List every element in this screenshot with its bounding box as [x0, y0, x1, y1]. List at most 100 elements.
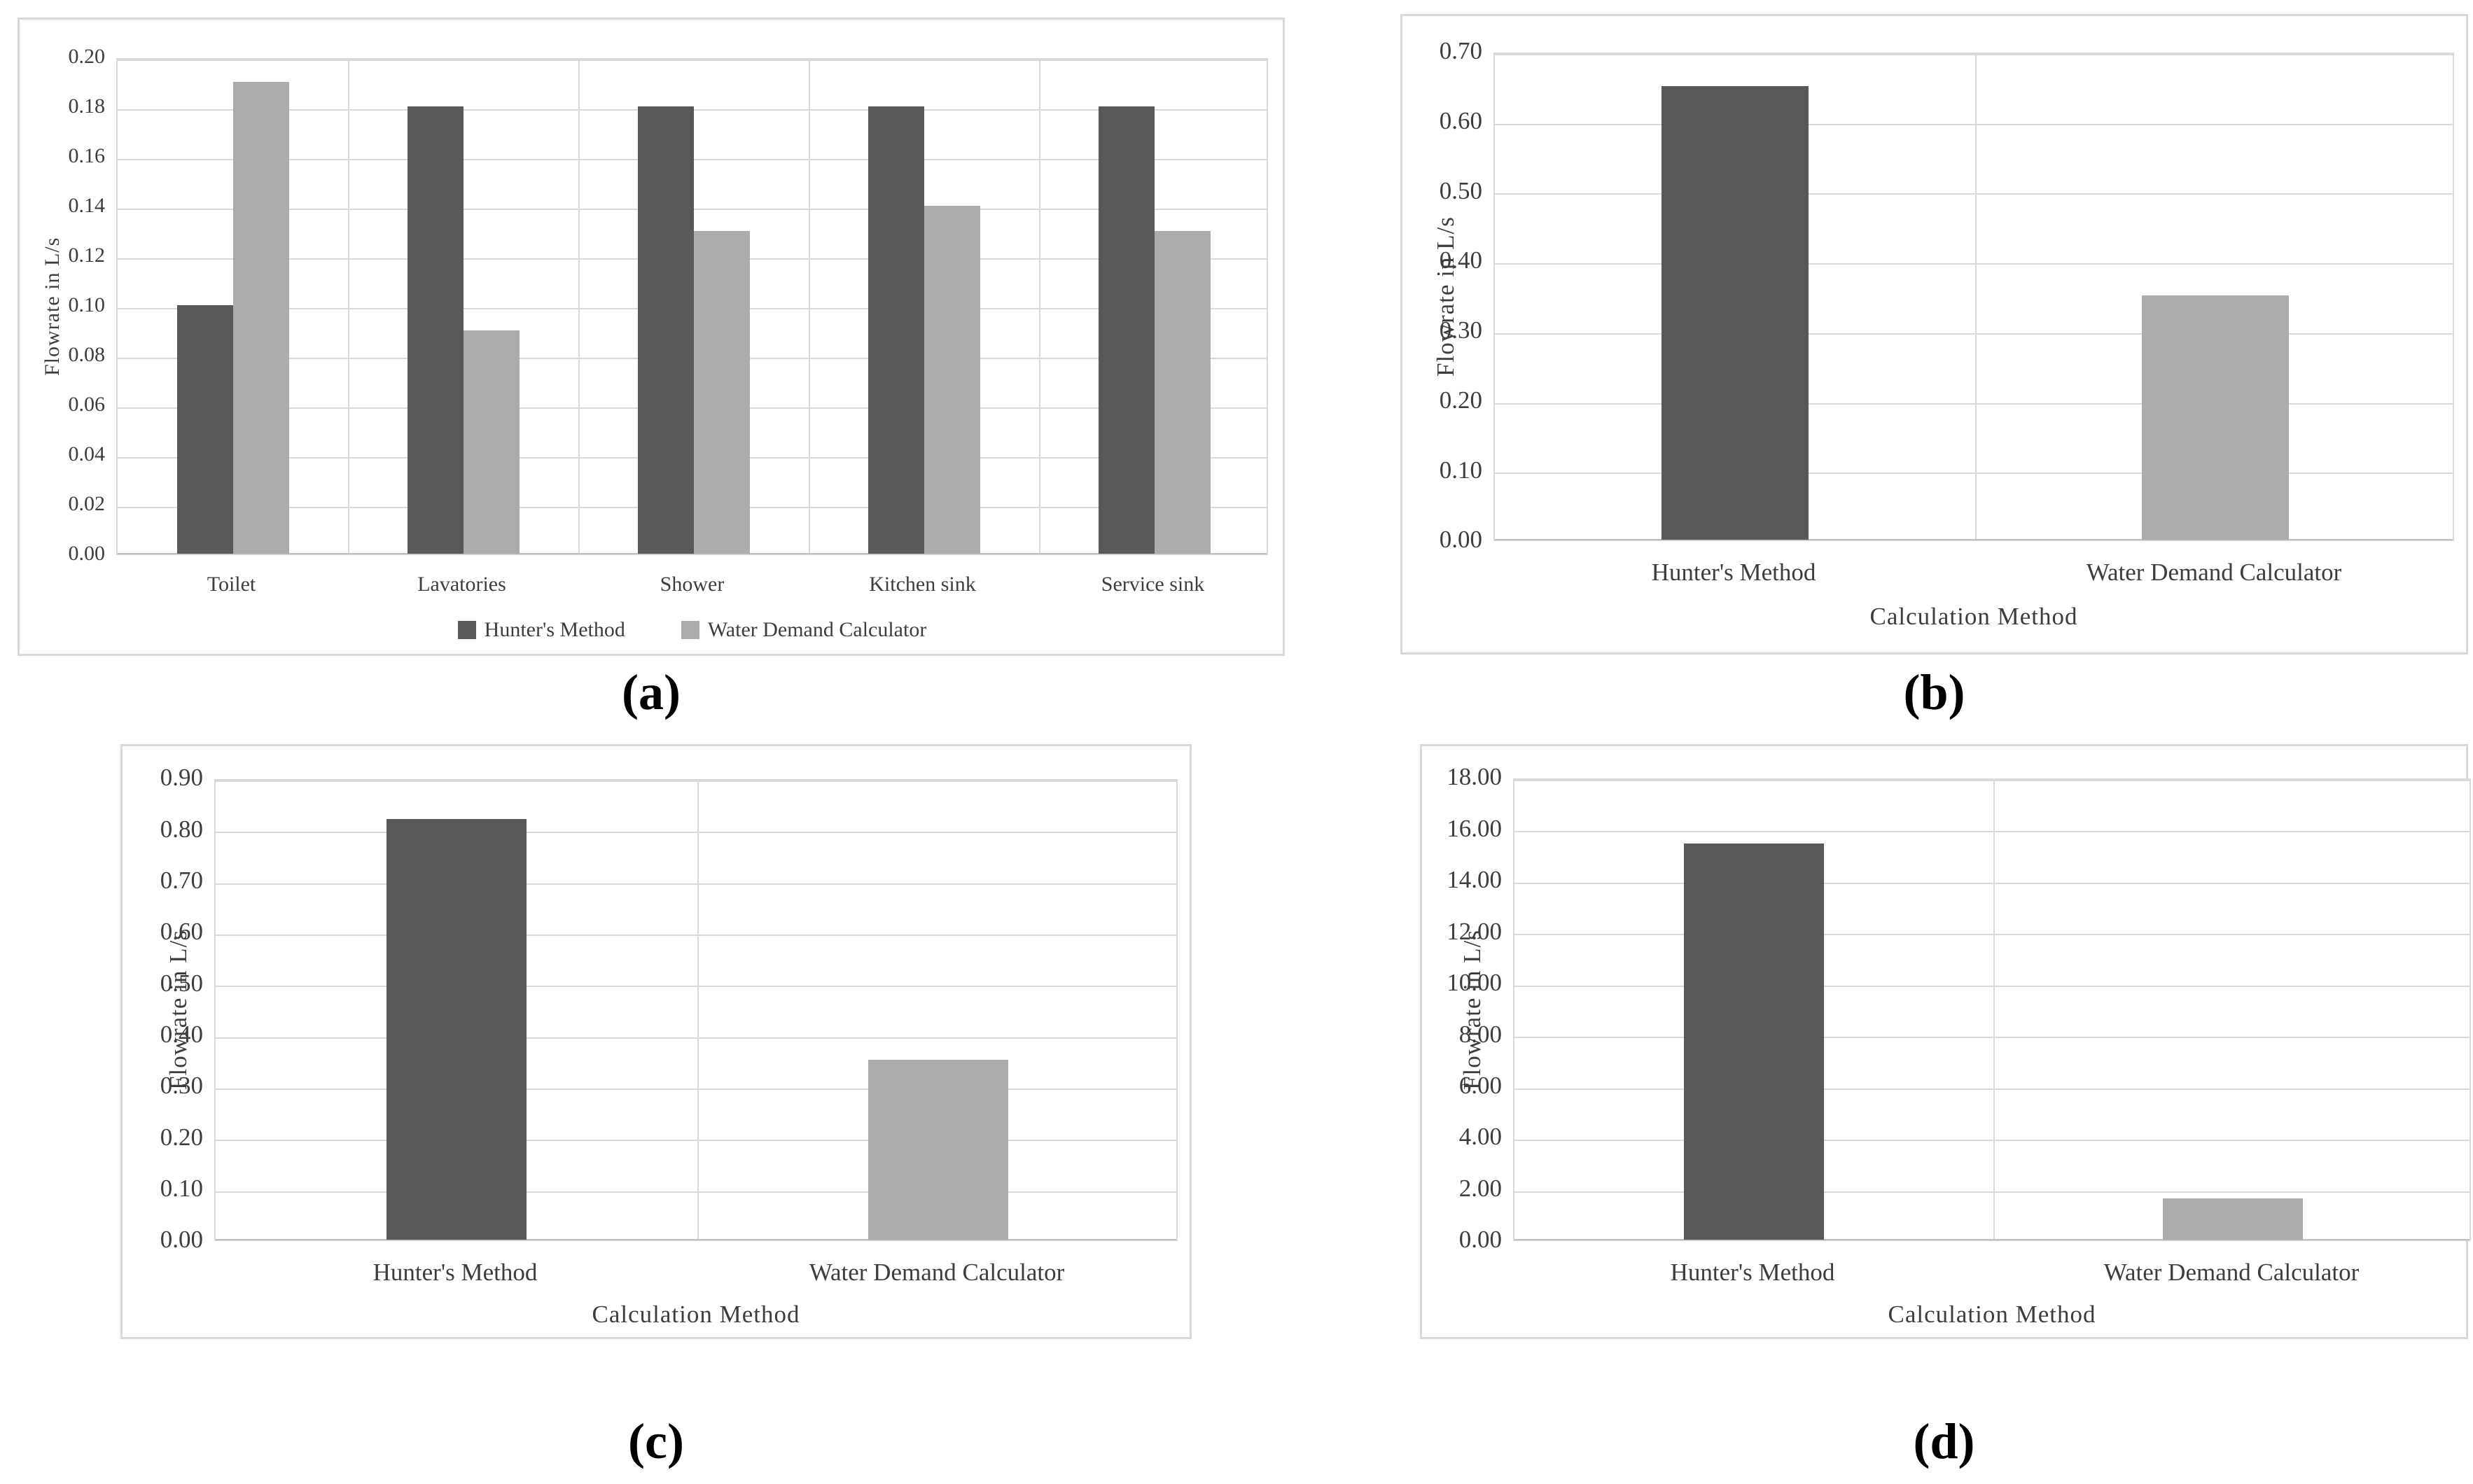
y-tick-label: 0.70: [160, 866, 203, 894]
y-tick-label: 0.00: [1439, 526, 1482, 554]
x-category-label-water-demand-calculator: Water Demand Calculator: [2103, 1259, 2360, 1286]
y-tick-label: 0.00: [160, 1226, 203, 1254]
x-category-label-service-sink: Service sink: [1101, 573, 1205, 596]
gridline: [1514, 985, 2469, 987]
gridline: [216, 1191, 1176, 1193]
gridline: [1514, 1191, 2469, 1193]
gridline: [216, 1037, 1176, 1039]
x-category-label-water-demand-calculator: Water Demand Calculator: [2086, 559, 2342, 586]
y-tick-label: 0.02: [68, 492, 106, 516]
gridline: [1495, 193, 2453, 195]
panel-b: 0.00 0.10 0.20 0.30 0.40 0.50 0.60 0.70 Hunter's…: [1400, 14, 2468, 654]
x-axis-line: [1495, 539, 2453, 540]
y-tick-label: 0.04: [68, 442, 106, 466]
gridline: [1514, 1140, 2469, 1142]
gridline: [118, 59, 1267, 61]
y-axis-label: Flowrate in L/s: [165, 930, 192, 1091]
y-tick-label: 12.00: [1447, 917, 1502, 945]
bar-water-demand-calculator-kitchen-sink: [924, 206, 980, 554]
y-axis-label: Flowrate in L/s: [1458, 930, 1486, 1090]
y-tick-label: 0.20: [1439, 386, 1482, 414]
gridline: [216, 1088, 1176, 1090]
y-axis-label: Flowrate in L/s: [41, 237, 64, 377]
bar-water-demand-calculator-shower: [693, 230, 750, 554]
gridline: [216, 780, 1176, 782]
legend-label-water-demand-calculator: Water Demand Calculator: [707, 618, 927, 641]
legend-item-hunter-s-method: Hunter's Method: [457, 618, 625, 642]
y-tick-label: 2.00: [1458, 1174, 1502, 1202]
gridline: [1495, 263, 2453, 265]
gridline: [216, 934, 1176, 936]
x-category-label-toilet: Toilet: [207, 573, 256, 596]
gridline: [1495, 123, 2453, 125]
y-tick-label: 10.00: [1447, 969, 1502, 997]
bar-water-demand-calculator-toilet: [232, 81, 289, 554]
caption-a: (a): [622, 664, 681, 720]
gridline: [1514, 831, 2469, 833]
y-tick-label: 0.06: [68, 393, 106, 416]
legend-label-hunter-s-method: Hunter's Method: [484, 618, 625, 641]
gridline: [216, 883, 1176, 885]
gridline: [1495, 332, 2453, 335]
legend: Hunter's Method Water Demand Calculator: [116, 618, 1268, 642]
bar-hunter-s-method-shower: [637, 106, 694, 554]
caption-b: (b): [1903, 664, 1965, 720]
y-axis-label: Flowrate in L/s: [1432, 216, 1459, 377]
y-tick-label: 0.00: [1458, 1226, 1502, 1254]
gridline: [1514, 882, 2469, 884]
x-axis-line: [1514, 1239, 2469, 1240]
y-tick-label: 0.80: [160, 815, 203, 843]
y-tick-label: 0.30: [160, 1072, 203, 1100]
y-tick-label: 0.12: [68, 244, 106, 267]
y-tick-label: 0.10: [160, 1174, 203, 1202]
x-axis-label: Calculation Method: [592, 1301, 800, 1328]
y-tick-label: 6.00: [1458, 1071, 1502, 1099]
category-separator: [1039, 59, 1040, 554]
bar-hunter-s-method-kitchen-sink: [868, 106, 924, 554]
legend-swatch-water-demand-calculator-icon: [681, 621, 699, 639]
y-tick-label: 16.00: [1447, 814, 1502, 842]
x-category-label-hunter-s-method: Hunter's Method: [1670, 1259, 1835, 1286]
bar-water-demand-calculator: [2142, 295, 2289, 540]
category-separator: [1993, 780, 1995, 1240]
gridline: [1514, 934, 2469, 936]
bar-water-demand-calculator-lavatories: [463, 330, 520, 554]
x-category-label-kitchen-sink: Kitchen sink: [869, 573, 976, 596]
panel-a: 0.00 0.02 0.04 0.06 0.08 0.10 0.12 0.14 0.16 0.18…: [18, 18, 1285, 656]
bar-hunter-s-method: [1662, 85, 1809, 540]
bar-hunter-s-method-lavatories: [407, 106, 464, 554]
x-category-label-water-demand-calculator: Water Demand Calculator: [809, 1259, 1065, 1286]
y-tick-label: 4.00: [1458, 1123, 1502, 1151]
y-tick-label: 0.60: [160, 918, 203, 946]
plot-area-b: [1493, 52, 2454, 541]
x-axis-label: Calculation Method: [1869, 603, 2078, 630]
category-separator: [578, 59, 580, 554]
bar-water-demand-calculator-service-sink: [1154, 230, 1211, 554]
bar-water-demand-calculator: [2163, 1198, 2303, 1240]
y-tick-label: 0.10: [68, 293, 106, 317]
plot-area-a: [116, 58, 1268, 555]
x-axis-line: [216, 1239, 1176, 1240]
y-tick-label: 0.30: [1439, 316, 1482, 344]
gridline: [1514, 1088, 2469, 1090]
y-tick-label: 0.20: [68, 45, 106, 69]
y-tick-label: 0.18: [68, 94, 106, 118]
y-tick-label: 0.08: [68, 343, 106, 367]
y-tick-label: 0.40: [160, 1020, 203, 1048]
bar-water-demand-calculator: [868, 1060, 1008, 1240]
y-tick-label: 0.16: [68, 144, 106, 168]
x-category-label-lavatories: Lavatories: [417, 573, 506, 596]
caption-d: (d): [1913, 1413, 1975, 1469]
y-tick-label: 18.00: [1447, 763, 1502, 791]
y-tick-label: 0.70: [1439, 37, 1482, 65]
gridline: [216, 986, 1176, 988]
gridline: [1495, 54, 2453, 55]
legend-item-water-demand-calculator: Water Demand Calculator: [681, 618, 926, 642]
y-tick-label: 0.10: [1439, 456, 1482, 484]
bar-hunter-s-method: [1684, 844, 1824, 1240]
gridline: [1495, 402, 2453, 405]
y-tick-label: 0.00: [68, 542, 106, 566]
y-tick-label: 8.00: [1458, 1020, 1502, 1048]
bar-hunter-s-method-service-sink: [1098, 106, 1155, 554]
